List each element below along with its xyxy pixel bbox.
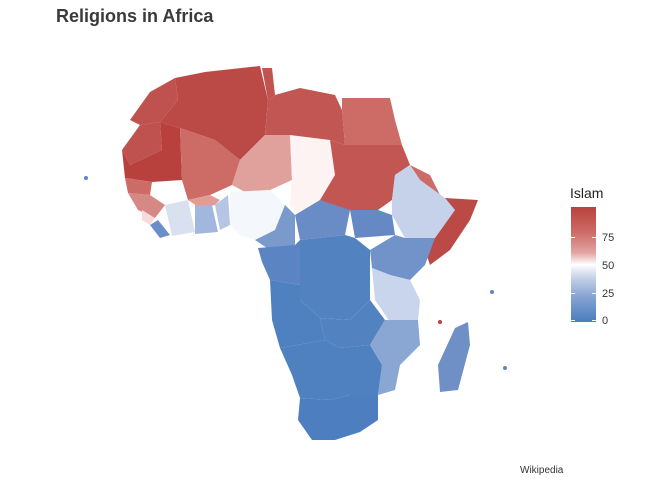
region-egypt — [342, 98, 402, 145]
legend-tick-mark — [592, 265, 596, 266]
legend-tick-mark — [592, 237, 596, 238]
region-nigeria — [230, 190, 285, 240]
region-senegal — [125, 178, 152, 195]
region-ghana — [195, 205, 218, 234]
source-caption: Wikipedia — [520, 465, 564, 476]
legend-title: Islam — [570, 185, 604, 201]
region-namibia-botswana — [280, 340, 382, 400]
region-eritrea — [410, 165, 440, 195]
region-madagascar — [438, 322, 470, 392]
region-niger — [232, 135, 292, 192]
legend-tick-label: 50 — [602, 260, 615, 272]
legend-tick-mark — [571, 265, 575, 266]
region-western-sahara — [122, 122, 162, 165]
region-drc — [300, 235, 370, 320]
legend-tick-mark — [571, 293, 575, 294]
region-south-africa — [298, 395, 378, 440]
region-south-sudan — [350, 210, 395, 238]
region-tunisia — [262, 68, 275, 100]
region-cape-verde — [84, 176, 88, 180]
region-sudan — [320, 140, 410, 210]
region-uganda-kenya — [370, 235, 435, 280]
region-mauritius — [503, 366, 507, 370]
region-guinea — [128, 193, 165, 218]
region-zambia — [320, 300, 385, 348]
region-sierra-leone — [142, 210, 155, 225]
region-ivory-coast — [165, 200, 195, 236]
legend-tick-label: 25 — [602, 288, 615, 300]
region-algeria — [160, 66, 268, 160]
region-togo-benin — [215, 195, 230, 230]
region-gabon-congo — [258, 240, 300, 285]
region-tanzania — [372, 268, 420, 322]
legend-tick-mark — [592, 320, 596, 321]
region-libya — [265, 88, 345, 145]
legend-tick-mark — [571, 320, 575, 321]
region-comoros — [438, 320, 442, 324]
region-liberia — [150, 220, 170, 238]
region-burkina-faso — [188, 195, 220, 208]
region-mali — [180, 128, 240, 200]
region-angola — [270, 280, 325, 348]
legend-tick-label: 0 — [602, 315, 609, 327]
map-title: Religions in Africa — [56, 6, 214, 26]
region-mauritania — [122, 122, 182, 182]
legend-tick-label: 75 — [602, 232, 615, 244]
region-seychelles — [490, 290, 494, 294]
region-cameroon — [255, 205, 295, 250]
legend-tick-mark — [571, 237, 575, 238]
legend-tick-mark — [592, 293, 596, 294]
legend-colorbar — [571, 207, 596, 322]
region-somalia — [425, 198, 478, 265]
region-morocco — [130, 78, 178, 125]
region-car — [295, 200, 350, 240]
region-chad — [290, 135, 335, 220]
region-ethiopia — [392, 165, 455, 238]
region-mozambique — [370, 320, 420, 395]
